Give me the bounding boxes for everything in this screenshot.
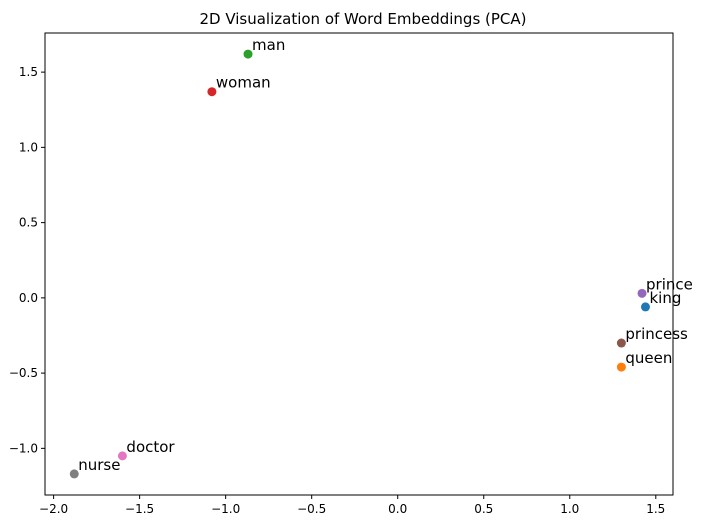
point-nurse <box>69 469 79 479</box>
x-tick-label: −0.5 <box>297 502 326 516</box>
point-queen <box>616 362 626 372</box>
point-label-queen: queen <box>625 349 672 367</box>
x-axis: −2.0 −1.5 −1.0 −0.5 0.0 0.5 1.0 1.5 <box>39 495 665 516</box>
x-tick-label: −1.0 <box>211 502 240 516</box>
point-label-prince: prince <box>646 275 693 293</box>
point-princess <box>616 338 626 348</box>
x-tick-label: 1.5 <box>646 502 665 516</box>
point-label-man: man <box>252 36 285 54</box>
x-tick-label: −1.5 <box>125 502 154 516</box>
x-tick-label: 0.0 <box>388 502 407 516</box>
y-tick-label: −1.0 <box>9 441 38 455</box>
point-doctor <box>117 451 127 461</box>
chart-title: 2D Visualization of Word Embeddings (PCA… <box>199 10 526 28</box>
point-label-nurse: nurse <box>78 456 120 474</box>
y-tick-label: 0.5 <box>19 216 38 230</box>
y-tick-label: 0.0 <box>19 291 38 305</box>
x-tick-label: −2.0 <box>39 502 68 516</box>
point-woman <box>207 87 217 97</box>
x-tick-label: 1.0 <box>560 502 579 516</box>
point-label-doctor: doctor <box>126 438 175 456</box>
data-points: king queen man woman prince princess doctor nur… <box>69 36 693 479</box>
y-axis: −1.0 −0.5 0.0 0.5 1.0 1.5 <box>9 65 45 455</box>
y-tick-label: 1.5 <box>19 65 38 79</box>
y-tick-label: 1.0 <box>19 140 38 154</box>
x-tick-label: 0.5 <box>474 502 493 516</box>
point-prince <box>637 288 647 298</box>
plot-frame <box>44 32 674 496</box>
point-label-princess: princess <box>625 325 688 343</box>
point-label-king: king <box>649 289 681 307</box>
point-label-woman: woman <box>216 74 271 92</box>
point-king <box>640 302 650 312</box>
point-man <box>243 49 253 59</box>
y-tick-label: −0.5 <box>9 366 38 380</box>
